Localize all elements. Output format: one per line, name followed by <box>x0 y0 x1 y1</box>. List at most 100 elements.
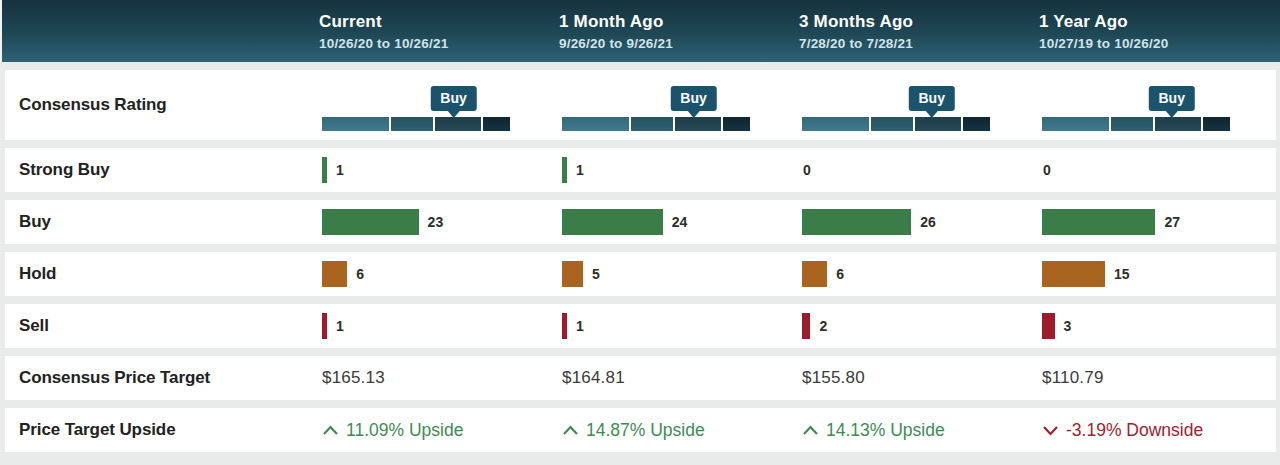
header-col-1-year-ago: 1 Year Ago 10/27/19 to 10/26/20 <box>1022 0 1262 62</box>
header-spacer <box>2 0 302 62</box>
hold-bar <box>562 261 583 287</box>
upside-text: 14.87% Upside <box>586 420 705 441</box>
price-target-cell: $155.80 <box>785 356 1025 400</box>
row-buy: Buy 23 24 26 27 <box>5 200 1276 244</box>
rating-scale-bar <box>562 117 750 131</box>
header-col-current: Current 10/26/20 to 10/26/21 <box>302 0 542 62</box>
buy-bar <box>802 209 911 235</box>
rating-scale: Buy <box>322 117 510 131</box>
sell-bar <box>1042 313 1055 339</box>
sell-count: 1 <box>336 318 344 334</box>
buy-bar <box>1042 209 1155 235</box>
upside-text: 14.13% Upside <box>826 420 945 441</box>
price-target-cell: $165.13 <box>305 356 545 400</box>
price-target-value: $155.80 <box>802 368 865 388</box>
rating-scale-segment <box>963 117 990 131</box>
strong-buy-cell: 0 <box>1025 148 1265 192</box>
upside-cell: 14.13% Upside <box>785 408 1025 452</box>
strong-buy-cell: 1 <box>545 148 785 192</box>
column-title: 3 Months Ago <box>799 12 1022 32</box>
buy-count: 23 <box>428 214 444 230</box>
column-title: Current <box>319 12 542 32</box>
rating-badge: Buy <box>908 86 954 111</box>
row-consensus-price-target: Consensus Price Target $165.13 $164.81 $… <box>5 356 1276 400</box>
sell-cell: 1 <box>305 304 545 348</box>
rating-scale-segment <box>723 117 750 131</box>
upside-cell: -3.19% Downside <box>1025 408 1265 452</box>
rating-scale-bar <box>802 117 990 131</box>
price-target-cell: $164.81 <box>545 356 785 400</box>
row-label-cell: Consensus Price Target <box>5 356 305 400</box>
hold-count: 5 <box>592 266 600 282</box>
row-price-target-upside: Price Target Upside 11.09% Upside 14.87%… <box>5 408 1276 452</box>
strong-buy-cell: 1 <box>305 148 545 192</box>
upside-text: -3.19% Downside <box>1066 420 1203 441</box>
sell-cell: 3 <box>1025 304 1265 348</box>
row-consensus-rating: Consensus Rating Buy <box>5 70 1276 140</box>
hold-bar <box>1042 261 1105 287</box>
rating-scale: Buy <box>1042 117 1230 131</box>
consensus-rating-cell: Buy <box>785 70 1025 140</box>
rating-scale-segment <box>1042 117 1109 131</box>
row-label-cell: Consensus Rating <box>5 70 305 140</box>
hold-cell: 15 <box>1025 252 1265 296</box>
sell-count: 1 <box>576 318 584 334</box>
consensus-rating-cell: Buy <box>1025 70 1265 140</box>
hold-cell: 6 <box>785 252 1025 296</box>
row-sell: Sell 1 1 2 3 <box>5 304 1276 348</box>
column-date-range: 9/26/20 to 9/26/21 <box>559 36 782 51</box>
strong-buy-bar <box>562 157 567 183</box>
rating-scale-segment <box>391 117 433 131</box>
rating-scale-segment <box>483 117 510 131</box>
price-target-value: $165.13 <box>322 368 385 388</box>
rating-scale-bar <box>1042 117 1230 131</box>
sell-bar <box>562 313 567 339</box>
buy-cell: 26 <box>785 200 1025 244</box>
sell-cell: 2 <box>785 304 1025 348</box>
row-strong-buy: Strong Buy 1 1 0 0 <box>5 148 1276 192</box>
rating-scale-segment <box>802 117 869 131</box>
column-date-range: 10/27/19 to 10/26/20 <box>1039 36 1262 51</box>
price-target-value: $164.81 <box>562 368 625 388</box>
price-target-value: $110.79 <box>1042 368 1104 388</box>
strong-buy-bar <box>322 157 327 183</box>
table-header: Current 10/26/20 to 10/26/21 1 Month Ago… <box>0 0 1280 62</box>
hold-bar <box>322 261 347 287</box>
strong-buy-count: 0 <box>1043 162 1051 178</box>
caret-up-icon <box>322 425 339 436</box>
buy-cell: 24 <box>545 200 785 244</box>
row-label-cell: Strong Buy <box>5 148 305 192</box>
buy-bar <box>562 209 663 235</box>
rating-scale: Buy <box>562 117 750 131</box>
rating-scale-segment <box>631 117 673 131</box>
strong-buy-count: 1 <box>336 162 344 178</box>
buy-cell: 23 <box>305 200 545 244</box>
row-label-cell: Hold <box>5 252 305 296</box>
hold-cell: 6 <box>305 252 545 296</box>
row-label: Consensus Price Target <box>19 368 210 388</box>
rating-scale-segment <box>871 117 913 131</box>
sell-bar <box>322 313 327 339</box>
upside-cell: 14.87% Upside <box>545 408 785 452</box>
buy-count: 24 <box>672 214 688 230</box>
rating-scale-segment <box>1155 117 1201 131</box>
row-label-cell: Buy <box>5 200 305 244</box>
caret-up-icon <box>802 425 819 436</box>
consensus-rating-cell: Buy <box>305 70 545 140</box>
row-label: Hold <box>19 264 56 284</box>
row-label-cell: Price Target Upside <box>5 408 305 452</box>
column-title: 1 Month Ago <box>559 12 782 32</box>
rating-scale-segment <box>322 117 389 131</box>
hold-count: 6 <box>836 266 844 282</box>
caret-up-icon <box>562 425 579 436</box>
rating-badge: Buy <box>670 86 716 111</box>
row-label: Strong Buy <box>19 160 110 180</box>
strong-buy-count: 0 <box>803 162 811 178</box>
rating-scale-segment <box>1111 117 1153 131</box>
column-title: 1 Year Ago <box>1039 12 1262 32</box>
rating-badge: Buy <box>1148 86 1194 111</box>
column-date-range: 7/28/20 to 7/28/21 <box>799 36 1022 51</box>
column-date-range: 10/26/20 to 10/26/21 <box>319 36 542 51</box>
consensus-rating-cell: Buy <box>545 70 785 140</box>
buy-count: 26 <box>920 214 936 230</box>
